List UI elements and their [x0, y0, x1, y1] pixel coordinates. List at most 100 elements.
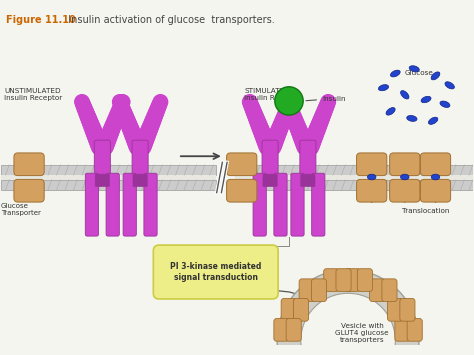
FancyBboxPatch shape	[106, 173, 119, 236]
Circle shape	[250, 115, 266, 131]
Circle shape	[268, 129, 284, 146]
Circle shape	[282, 97, 297, 111]
Circle shape	[98, 134, 115, 151]
Circle shape	[117, 106, 132, 121]
FancyBboxPatch shape	[356, 153, 387, 176]
Circle shape	[112, 102, 127, 116]
Ellipse shape	[401, 174, 409, 180]
Circle shape	[84, 120, 100, 136]
Circle shape	[82, 115, 98, 131]
FancyBboxPatch shape	[390, 153, 420, 176]
Circle shape	[243, 95, 257, 109]
FancyBboxPatch shape	[345, 269, 360, 291]
Circle shape	[275, 113, 291, 129]
FancyBboxPatch shape	[227, 153, 257, 176]
Circle shape	[109, 108, 125, 124]
Ellipse shape	[431, 72, 440, 80]
Ellipse shape	[409, 66, 419, 72]
Circle shape	[303, 136, 319, 153]
FancyBboxPatch shape	[14, 179, 44, 202]
Circle shape	[307, 127, 323, 143]
Ellipse shape	[386, 108, 395, 115]
FancyBboxPatch shape	[291, 173, 304, 236]
Circle shape	[115, 95, 130, 109]
Circle shape	[137, 131, 154, 148]
Circle shape	[138, 129, 155, 146]
Circle shape	[245, 102, 260, 116]
Circle shape	[112, 95, 127, 109]
Wedge shape	[277, 270, 419, 355]
FancyBboxPatch shape	[311, 279, 327, 301]
Circle shape	[283, 95, 298, 109]
Circle shape	[103, 122, 119, 138]
Ellipse shape	[428, 117, 438, 124]
FancyBboxPatch shape	[420, 179, 451, 202]
Bar	[0, 175, 216, 180]
Text: UNSTIMULATED
Insulin Receptor: UNSTIMULATED Insulin Receptor	[4, 88, 63, 101]
Circle shape	[118, 108, 133, 124]
FancyBboxPatch shape	[274, 318, 289, 341]
Circle shape	[304, 134, 320, 151]
Text: Glucose
Transporter: Glucose Transporter	[0, 203, 41, 217]
Circle shape	[126, 129, 142, 146]
Circle shape	[100, 129, 117, 146]
Circle shape	[116, 104, 131, 119]
Circle shape	[254, 125, 270, 141]
Circle shape	[144, 115, 160, 131]
Circle shape	[102, 125, 118, 141]
Circle shape	[282, 99, 297, 114]
Circle shape	[289, 118, 305, 133]
Circle shape	[297, 138, 314, 155]
Circle shape	[275, 87, 303, 115]
Text: PI 3-kinase mediated
signal transduction: PI 3-kinase mediated signal transduction	[170, 262, 262, 282]
Circle shape	[318, 102, 333, 116]
Circle shape	[247, 106, 262, 121]
Circle shape	[96, 138, 113, 155]
Circle shape	[147, 108, 163, 124]
Ellipse shape	[391, 70, 400, 77]
FancyBboxPatch shape	[94, 140, 110, 179]
FancyBboxPatch shape	[370, 279, 385, 301]
Bar	[0, 165, 216, 175]
Circle shape	[319, 99, 334, 114]
Circle shape	[317, 104, 332, 119]
Circle shape	[106, 115, 122, 131]
Circle shape	[296, 136, 313, 153]
Text: Glucose: Glucose	[404, 70, 433, 76]
FancyBboxPatch shape	[388, 299, 403, 321]
FancyBboxPatch shape	[293, 299, 309, 321]
Text: Insulin: Insulin	[306, 95, 346, 102]
Circle shape	[125, 127, 141, 143]
Circle shape	[122, 120, 138, 136]
Circle shape	[295, 134, 312, 151]
Circle shape	[287, 113, 303, 129]
Text: Figure 11.10: Figure 11.10	[6, 15, 76, 26]
Circle shape	[256, 131, 273, 148]
Circle shape	[284, 104, 299, 119]
Circle shape	[310, 120, 326, 136]
Ellipse shape	[378, 84, 389, 91]
Circle shape	[127, 131, 143, 148]
Circle shape	[278, 106, 293, 121]
FancyBboxPatch shape	[390, 179, 420, 202]
Circle shape	[244, 99, 259, 114]
FancyBboxPatch shape	[299, 279, 314, 301]
Ellipse shape	[421, 96, 431, 103]
Circle shape	[140, 125, 156, 141]
Circle shape	[150, 102, 165, 116]
FancyBboxPatch shape	[14, 153, 44, 176]
Bar	[0, 180, 216, 190]
Circle shape	[281, 99, 296, 114]
Circle shape	[244, 97, 258, 111]
Circle shape	[151, 99, 166, 114]
Circle shape	[308, 125, 324, 141]
Circle shape	[280, 102, 295, 116]
Circle shape	[305, 131, 321, 148]
FancyBboxPatch shape	[95, 174, 109, 186]
Circle shape	[115, 102, 130, 116]
Circle shape	[143, 118, 159, 133]
Circle shape	[136, 134, 153, 151]
Circle shape	[320, 97, 335, 111]
FancyBboxPatch shape	[262, 140, 278, 179]
FancyBboxPatch shape	[274, 173, 287, 236]
